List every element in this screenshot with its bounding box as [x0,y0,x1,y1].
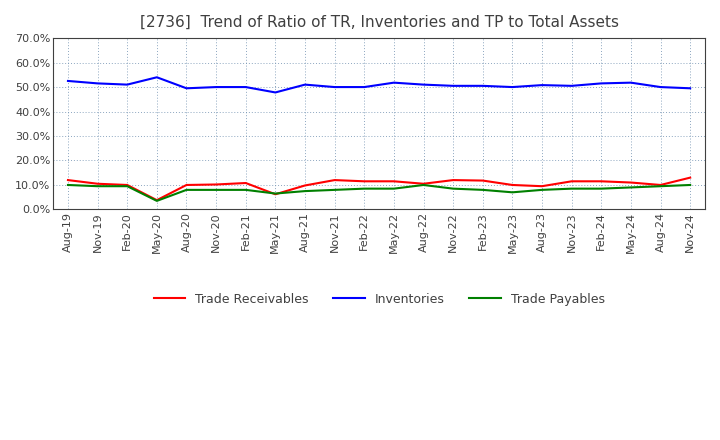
Trade Receivables [212,182,220,187]
Line: Trade Payables: Trade Payables [68,185,690,201]
Trade Payables [330,187,339,193]
Trade Payables [538,187,546,193]
Inventories [538,82,546,88]
Trade Receivables [301,183,310,188]
Trade Payables [301,188,310,194]
Inventories [390,80,398,85]
Trade Payables [212,187,220,193]
Trade Receivables [63,177,72,183]
Inventories [182,86,191,91]
Title: [2736]  Trend of Ratio of TR, Inventories and TP to Total Assets: [2736] Trend of Ratio of TR, Inventories… [140,15,618,30]
Trade Receivables [390,179,398,184]
Trade Payables [360,186,369,191]
Trade Receivables [241,180,250,186]
Trade Payables [153,198,161,204]
Trade Payables [63,182,72,187]
Trade Receivables [508,182,517,187]
Trade Receivables [626,180,635,185]
Inventories [123,82,132,87]
Inventories [626,80,635,85]
Inventories [94,81,102,86]
Inventories [153,75,161,80]
Trade Payables [656,183,665,189]
Trade Payables [182,187,191,193]
Trade Receivables [123,182,132,187]
Trade Receivables [479,178,487,183]
Inventories [330,84,339,90]
Trade Receivables [271,192,279,197]
Trade Payables [686,182,695,187]
Trade Receivables [182,182,191,187]
Trade Payables [626,185,635,190]
Trade Payables [123,183,132,189]
Inventories [212,84,220,90]
Inventories [419,82,428,87]
Trade Payables [508,190,517,195]
Trade Payables [419,182,428,187]
Inventories [686,86,695,91]
Legend: Trade Receivables, Inventories, Trade Payables: Trade Receivables, Inventories, Trade Pa… [148,288,610,311]
Inventories [479,83,487,88]
Trade Receivables [597,179,606,184]
Inventories [271,90,279,95]
Line: Trade Receivables: Trade Receivables [68,178,690,200]
Line: Inventories: Inventories [68,77,690,92]
Inventories [449,83,457,88]
Trade Receivables [449,177,457,183]
Trade Payables [241,187,250,193]
Trade Receivables [686,175,695,180]
Trade Receivables [153,198,161,203]
Inventories [301,82,310,87]
Trade Payables [479,187,487,193]
Trade Receivables [656,182,665,187]
Trade Payables [390,186,398,191]
Inventories [508,84,517,90]
Trade Payables [449,186,457,191]
Trade Receivables [94,181,102,187]
Inventories [597,81,606,86]
Trade Receivables [567,179,576,184]
Trade Receivables [419,181,428,187]
Inventories [241,84,250,90]
Trade Payables [597,186,606,191]
Inventories [567,83,576,88]
Trade Payables [94,183,102,189]
Inventories [63,78,72,84]
Trade Receivables [538,183,546,189]
Trade Payables [567,186,576,191]
Inventories [360,84,369,90]
Trade Receivables [360,179,369,184]
Inventories [656,84,665,90]
Trade Receivables [330,177,339,183]
Trade Payables [271,191,279,196]
